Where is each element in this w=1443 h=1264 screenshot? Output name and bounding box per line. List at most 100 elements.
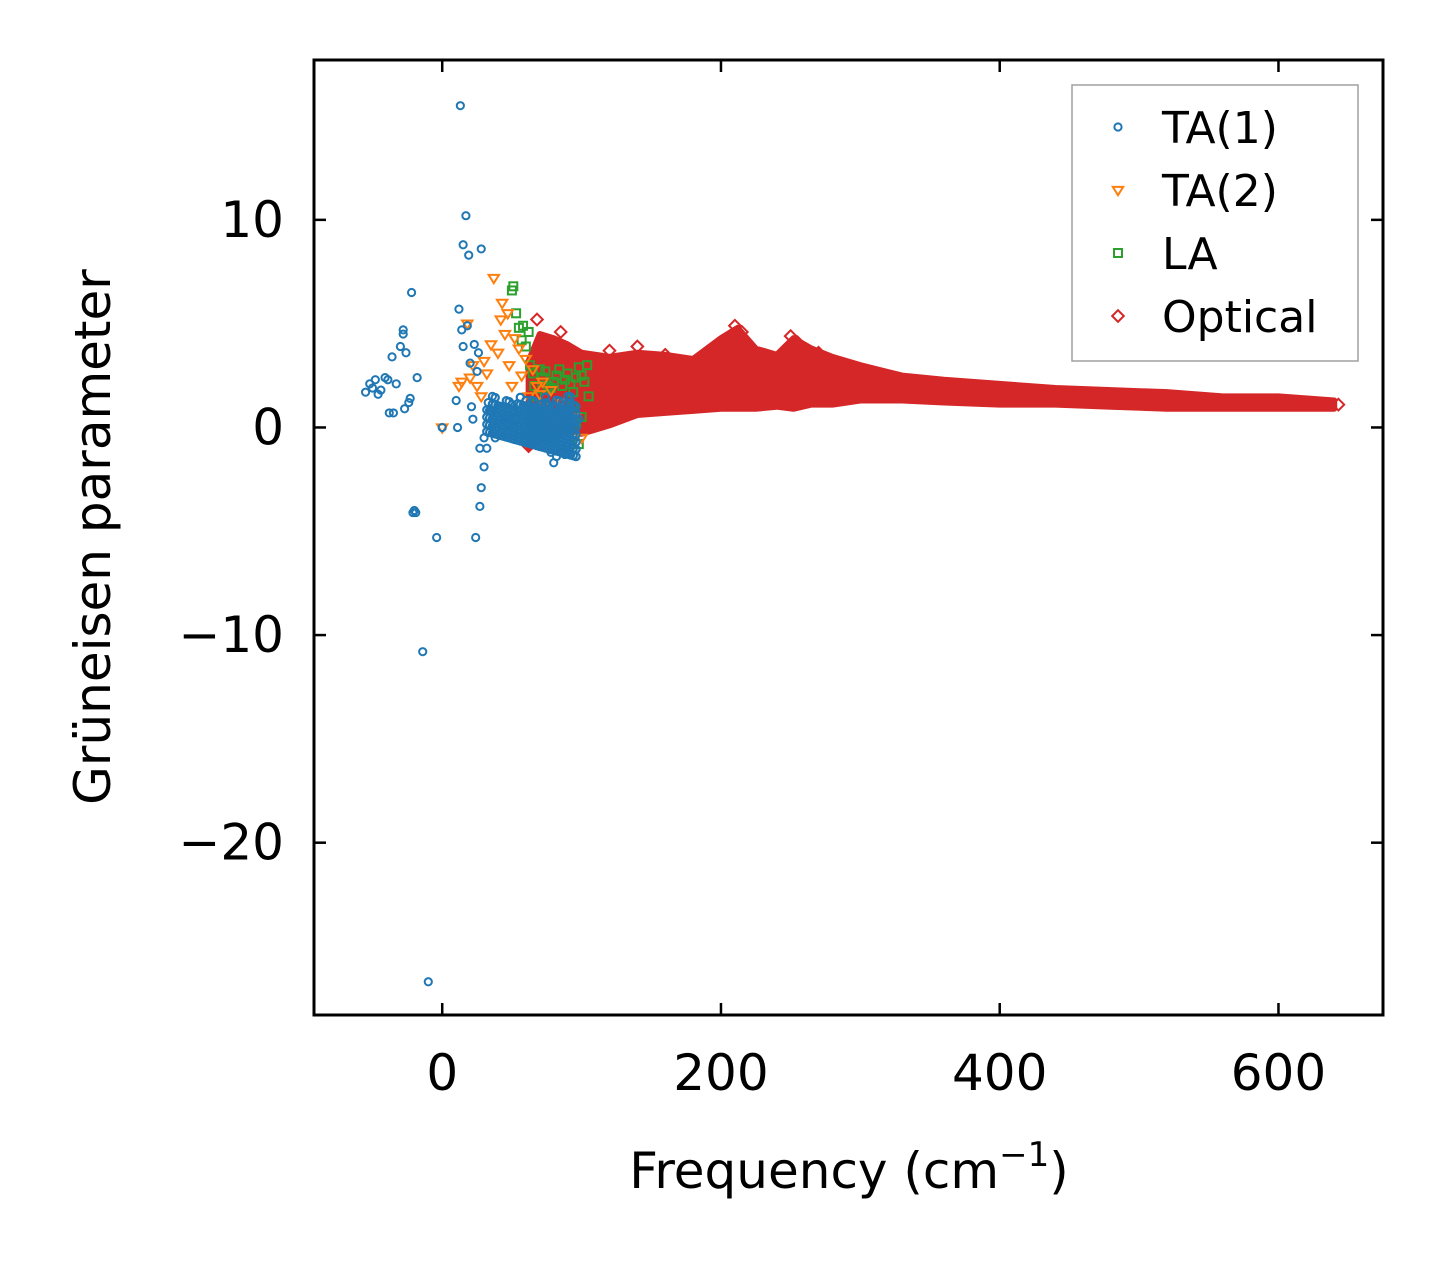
data-point	[367, 383, 378, 393]
data-point	[432, 532, 442, 543]
data-point	[518, 320, 529, 331]
data-point	[582, 360, 593, 371]
data-point	[539, 345, 554, 360]
data-point	[502, 361, 517, 373]
data-point	[490, 348, 505, 360]
x-axis-title-superscript: −1	[999, 1135, 1049, 1175]
data-point	[458, 341, 468, 352]
data-point	[493, 315, 508, 327]
data-point	[482, 443, 492, 453]
data-point	[463, 373, 478, 385]
data-point	[462, 321, 472, 331]
data-point	[576, 370, 587, 381]
x-axis-title-main: Frequency (cm	[629, 1142, 999, 1200]
data-point	[376, 385, 386, 395]
data-point	[579, 376, 590, 387]
legend-label-ta2: TA(2)	[1161, 166, 1278, 217]
data-point	[405, 393, 415, 404]
legend-marker-symbol	[1113, 122, 1123, 132]
data-point	[504, 396, 514, 407]
optical-band	[525, 324, 1338, 452]
data-point	[452, 422, 463, 433]
legend-entry-ta2: TA(2)	[1110, 166, 1278, 217]
data-point	[602, 343, 617, 358]
data-point	[508, 281, 519, 292]
data-point	[388, 408, 399, 418]
plot-frame	[312, 58, 1385, 1017]
legend-marker-optical	[1110, 308, 1126, 324]
data-point	[543, 400, 553, 410]
data-point	[658, 347, 673, 363]
data-point	[486, 273, 501, 286]
data-point	[475, 501, 485, 511]
data-point	[465, 358, 475, 368]
data-point	[451, 395, 461, 406]
data-point	[514, 371, 529, 383]
data-point	[473, 348, 484, 358]
data-point	[472, 366, 482, 377]
data-point	[554, 396, 564, 406]
y-axis-title: Grüneisen parameter	[64, 269, 122, 805]
data-point	[811, 345, 826, 360]
data-point	[476, 244, 486, 254]
legend-label-optical: Optical	[1162, 292, 1317, 343]
data-point	[469, 339, 479, 350]
data-point	[525, 365, 540, 377]
data-point	[790, 335, 805, 350]
data-point	[454, 377, 469, 389]
data-point	[523, 326, 534, 337]
data-point	[783, 328, 798, 344]
legend-label-la: LA	[1162, 229, 1218, 280]
y-tick-label: 10	[220, 191, 284, 249]
data-point	[543, 385, 558, 398]
data-point	[387, 352, 397, 362]
y-tick-label: −20	[178, 814, 284, 872]
data-point	[727, 318, 743, 333]
legend-marker-symbol	[1113, 248, 1123, 258]
data-point	[520, 341, 531, 352]
data-point	[399, 404, 410, 414]
data-point	[540, 366, 551, 377]
data-point	[411, 507, 421, 518]
data-point	[383, 375, 393, 385]
data-point	[507, 334, 522, 346]
data-point	[468, 414, 478, 424]
legend-marker-symbol	[1110, 308, 1126, 324]
data-point	[476, 483, 486, 493]
x-axis-title-end: )	[1049, 1142, 1069, 1200]
data-point	[490, 392, 500, 403]
data-point	[540, 392, 551, 402]
data-point	[479, 369, 494, 381]
x-axis-title: Frequency (cm−1)	[629, 1135, 1069, 1200]
data-point	[418, 647, 428, 657]
data-point	[630, 339, 645, 354]
data-point	[479, 462, 489, 472]
data-point	[529, 381, 545, 394]
plot-area	[360, 101, 1346, 987]
data-point	[537, 372, 548, 383]
x-tick-label: 600	[1231, 1044, 1326, 1102]
legend-marker-symbol	[1110, 185, 1126, 198]
data-point	[395, 341, 406, 352]
data-point	[384, 408, 394, 418]
axis-ticks: 0 200 400 600 10 0 −10 −20	[178, 60, 1383, 1102]
data-point	[529, 312, 545, 327]
legend-label-ta1: TA(1)	[1161, 103, 1278, 154]
legend-marker-ta1	[1113, 122, 1123, 132]
data-point	[398, 325, 408, 335]
data-point	[398, 329, 408, 339]
data-point	[1331, 397, 1346, 412]
data-point	[437, 422, 447, 433]
data-point	[423, 977, 433, 987]
data-point	[734, 324, 750, 340]
ta1-dense-cluster	[482, 392, 581, 462]
x-tick-label: 0	[426, 1044, 458, 1102]
data-point	[511, 344, 526, 356]
y-tick-label: −10	[178, 606, 284, 664]
data-point	[477, 356, 492, 369]
legend-entry-optical: Optical	[1110, 292, 1317, 343]
legend-marker-la	[1113, 248, 1123, 258]
data-point	[568, 400, 578, 410]
data-point	[500, 309, 515, 321]
